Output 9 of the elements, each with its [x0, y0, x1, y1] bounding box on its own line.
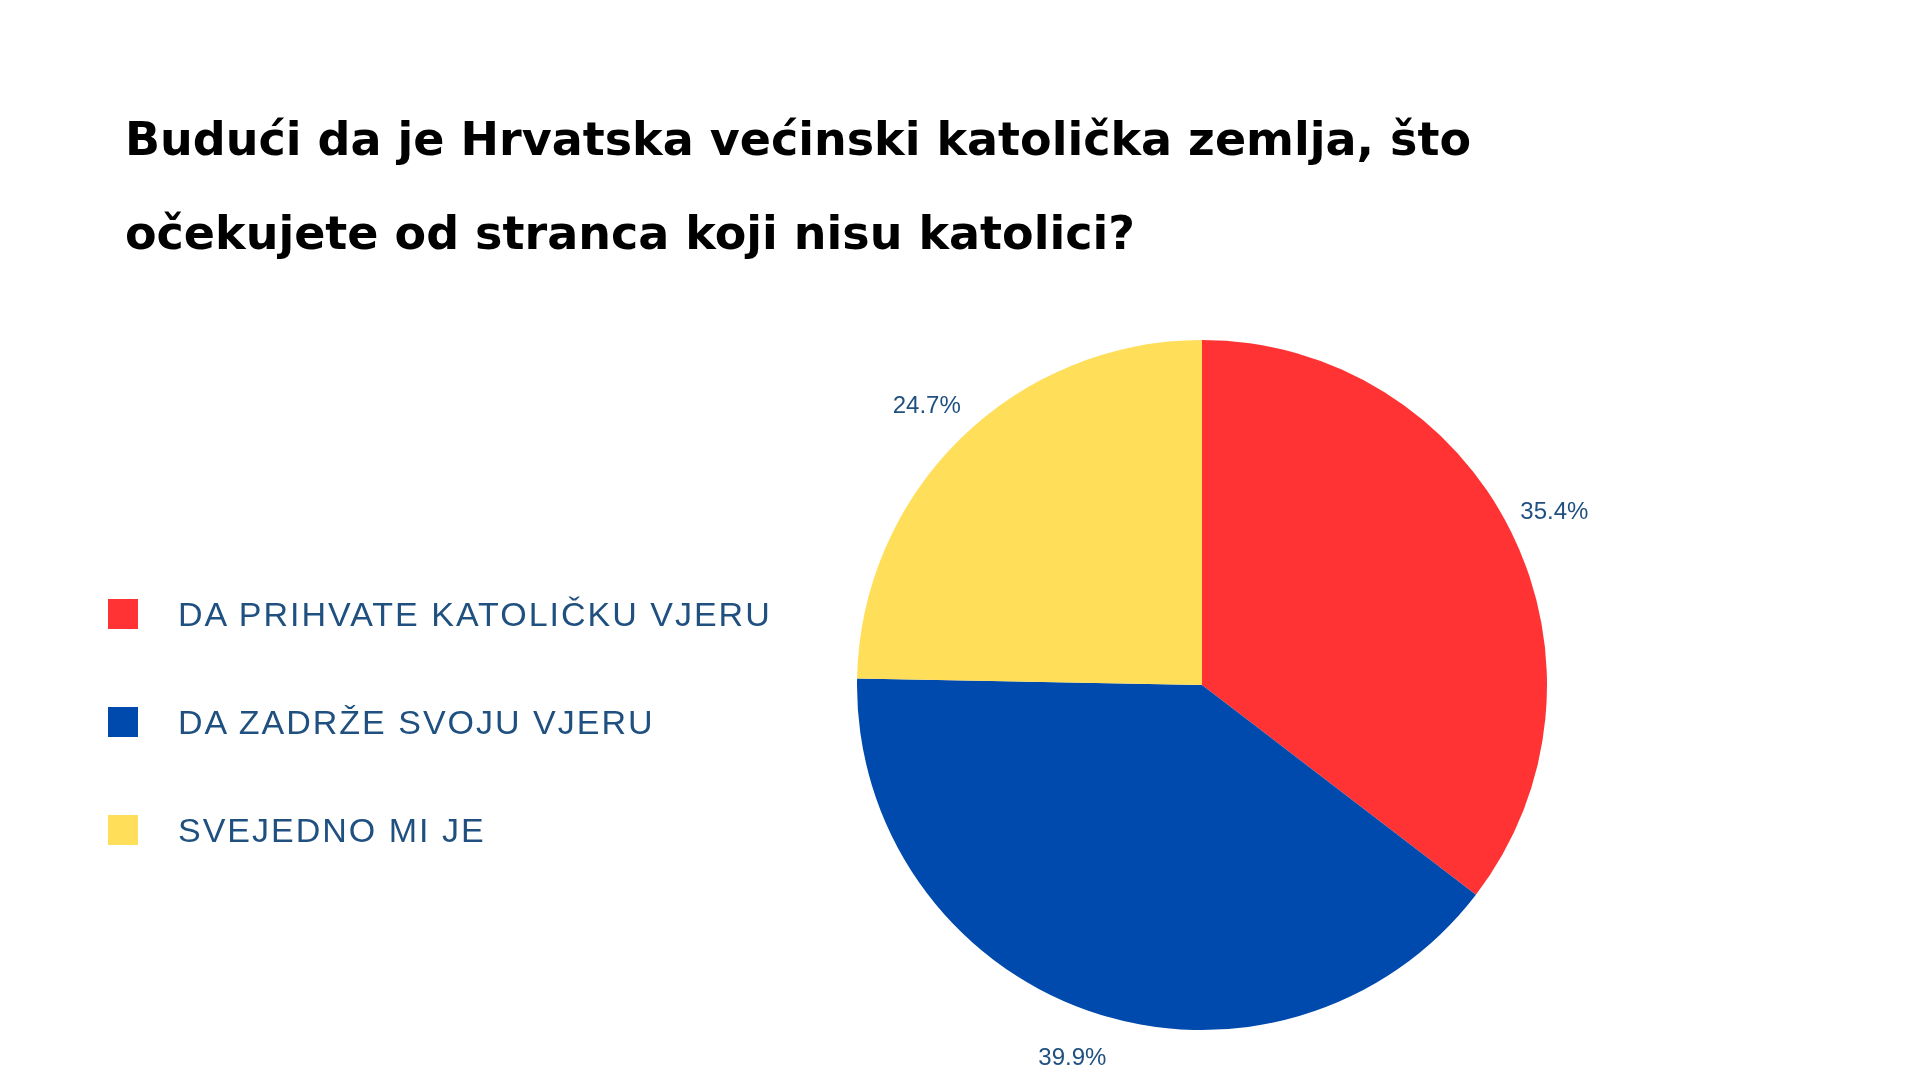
legend-label: DA ZADRŽE SVOJU VJERU	[178, 702, 655, 742]
data-label: 24.7%	[892, 391, 961, 418]
pie-slice	[857, 678, 1476, 1030]
legend-label: SVEJEDNO MI JE	[178, 810, 486, 850]
data-label: 35.4%	[1520, 497, 1589, 525]
pie-slice	[857, 340, 1202, 685]
legend-label: DA PRIHVATE KATOLIČKU VJERU	[178, 594, 772, 634]
chart-title: Budući da je Hrvatska većinski katolička zemlja, što očekujete od stranca koji nisu katolici?	[125, 111, 1473, 262]
data-label: 39.9%	[1038, 1042, 1107, 1070]
